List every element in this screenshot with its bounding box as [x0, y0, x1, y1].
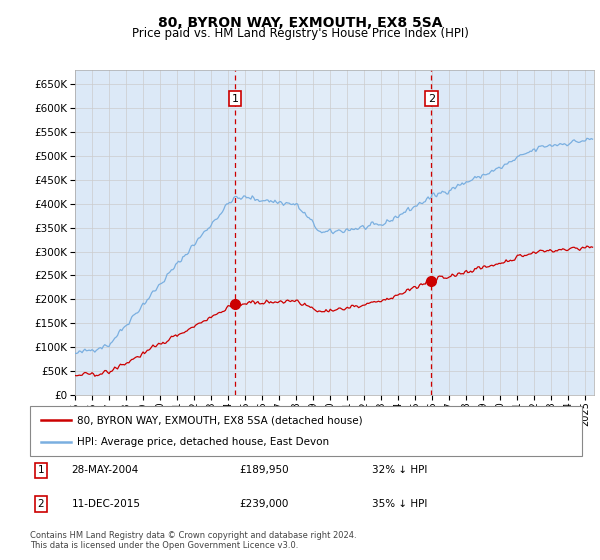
Text: HPI: Average price, detached house, East Devon: HPI: Average price, detached house, East…: [77, 437, 329, 447]
Text: 1: 1: [232, 94, 239, 104]
Text: 2: 2: [38, 499, 44, 509]
Text: Price paid vs. HM Land Registry's House Price Index (HPI): Price paid vs. HM Land Registry's House …: [131, 27, 469, 40]
Text: 1: 1: [38, 465, 44, 475]
Text: 28-MAY-2004: 28-MAY-2004: [71, 465, 139, 475]
Text: 35% ↓ HPI: 35% ↓ HPI: [372, 499, 428, 509]
Bar: [235, 70, 431, 395]
Bar: [235, 70, 431, 395]
Text: £239,000: £239,000: [240, 499, 289, 509]
Text: 2: 2: [428, 94, 435, 104]
Text: £189,950: £189,950: [240, 465, 289, 475]
Text: 80, BYRON WAY, EXMOUTH, EX8 5SA: 80, BYRON WAY, EXMOUTH, EX8 5SA: [158, 16, 442, 30]
Text: Contains HM Land Registry data © Crown copyright and database right 2024.
This d: Contains HM Land Registry data © Crown c…: [30, 531, 356, 550]
Text: 32% ↓ HPI: 32% ↓ HPI: [372, 465, 428, 475]
Text: 11-DEC-2015: 11-DEC-2015: [71, 499, 140, 509]
Text: 80, BYRON WAY, EXMOUTH, EX8 5SA (detached house): 80, BYRON WAY, EXMOUTH, EX8 5SA (detache…: [77, 415, 362, 425]
